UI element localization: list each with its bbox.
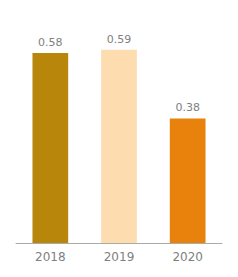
svg-text:0.38: 0.38 (175, 101, 200, 114)
svg-text:0.58: 0.58 (38, 36, 63, 49)
svg-text:2020: 2020 (172, 250, 203, 264)
svg-text:2019: 2019 (104, 250, 135, 264)
svg-text:0.59: 0.59 (107, 33, 132, 46)
svg-text:2018: 2018 (35, 250, 66, 264)
